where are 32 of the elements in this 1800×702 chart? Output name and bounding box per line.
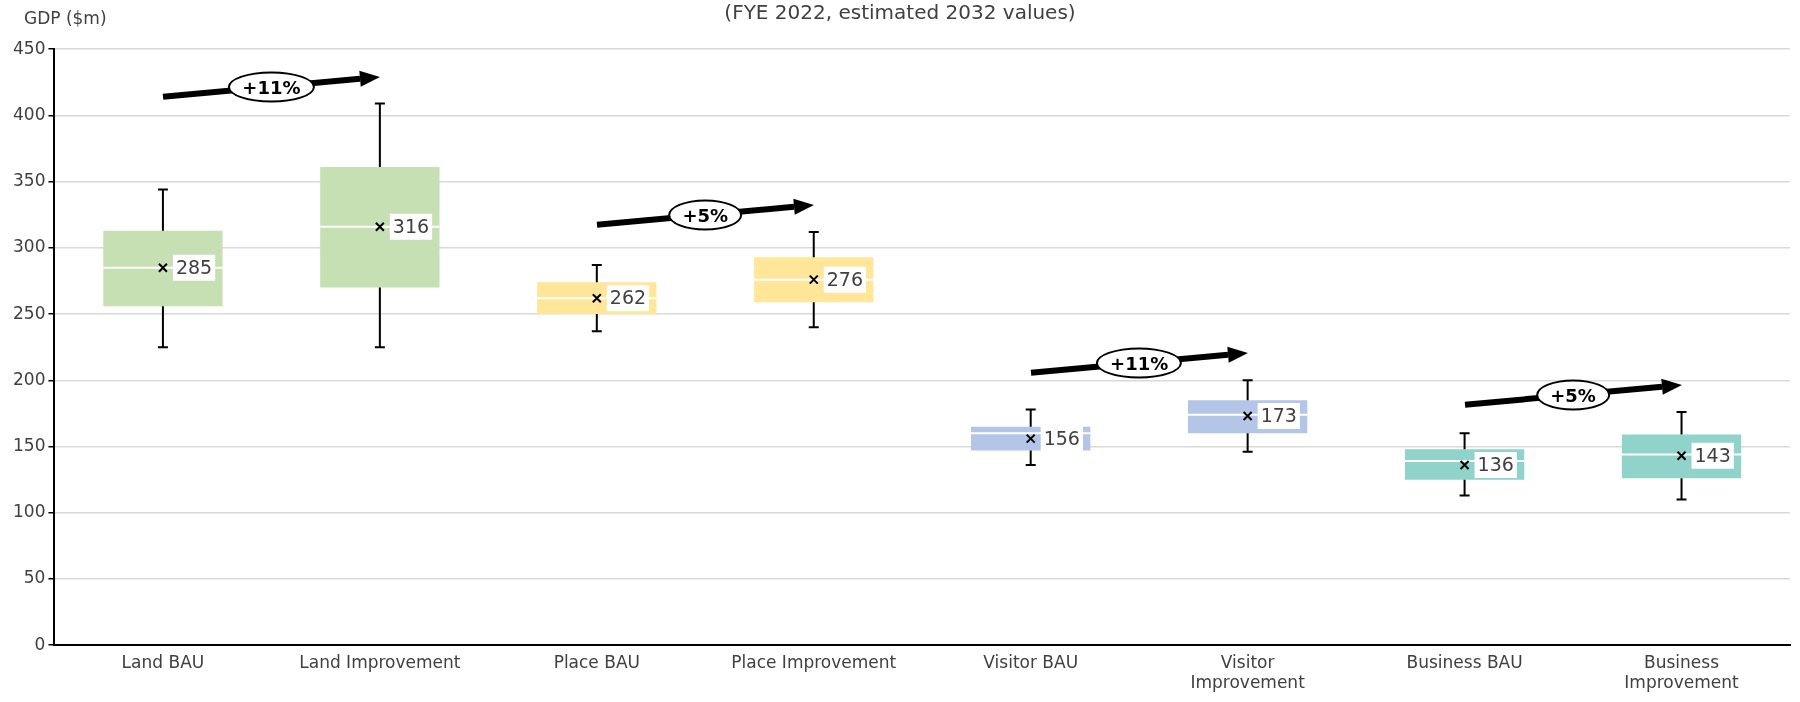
x-tick-label: Place BAU: [553, 651, 640, 672]
y-tick-label: 350: [12, 170, 46, 191]
y-tick-label: 450: [12, 37, 46, 58]
x-tick-label: Business Improvement: [1624, 651, 1740, 693]
x-tick-label: Visitor Improvement: [1190, 651, 1306, 693]
text: 136: [1477, 453, 1514, 476]
annotation: +11%: [1096, 347, 1183, 379]
text: 173: [1260, 404, 1297, 427]
y-tick-label: 200: [12, 368, 46, 389]
text: 156: [1043, 426, 1080, 449]
x-tick-label: Visitor BAU: [983, 651, 1079, 672]
text: 276: [826, 267, 864, 290]
y-tick-label: 400: [12, 103, 46, 124]
annotation: +5%: [1536, 379, 1610, 411]
chart-subtitle: (FYE 2022, estimated 2032 values): [724, 0, 1076, 24]
y-tick-label: 300: [12, 236, 46, 257]
y-tick-label: 250: [12, 302, 46, 323]
text: 285: [175, 255, 213, 278]
x-tick-label: Business BAU: [1406, 651, 1523, 672]
text: 262: [609, 286, 647, 309]
y-axis-title: GDP ($m): [24, 8, 107, 28]
y-tick-label: 100: [12, 501, 46, 522]
text: 316: [392, 214, 430, 237]
annotation: +11%: [228, 71, 315, 103]
x-tick-label: Land Improvement: [299, 651, 461, 672]
text: 143: [1694, 443, 1731, 466]
annotation: +5%: [668, 199, 743, 231]
y-tick-label: 150: [12, 434, 46, 455]
x-tick-label: Land BAU: [121, 651, 205, 672]
y-tick-label: 0: [34, 633, 46, 654]
x-tick-label: Place Improvement: [731, 651, 897, 672]
y-tick-label: 50: [23, 567, 46, 588]
